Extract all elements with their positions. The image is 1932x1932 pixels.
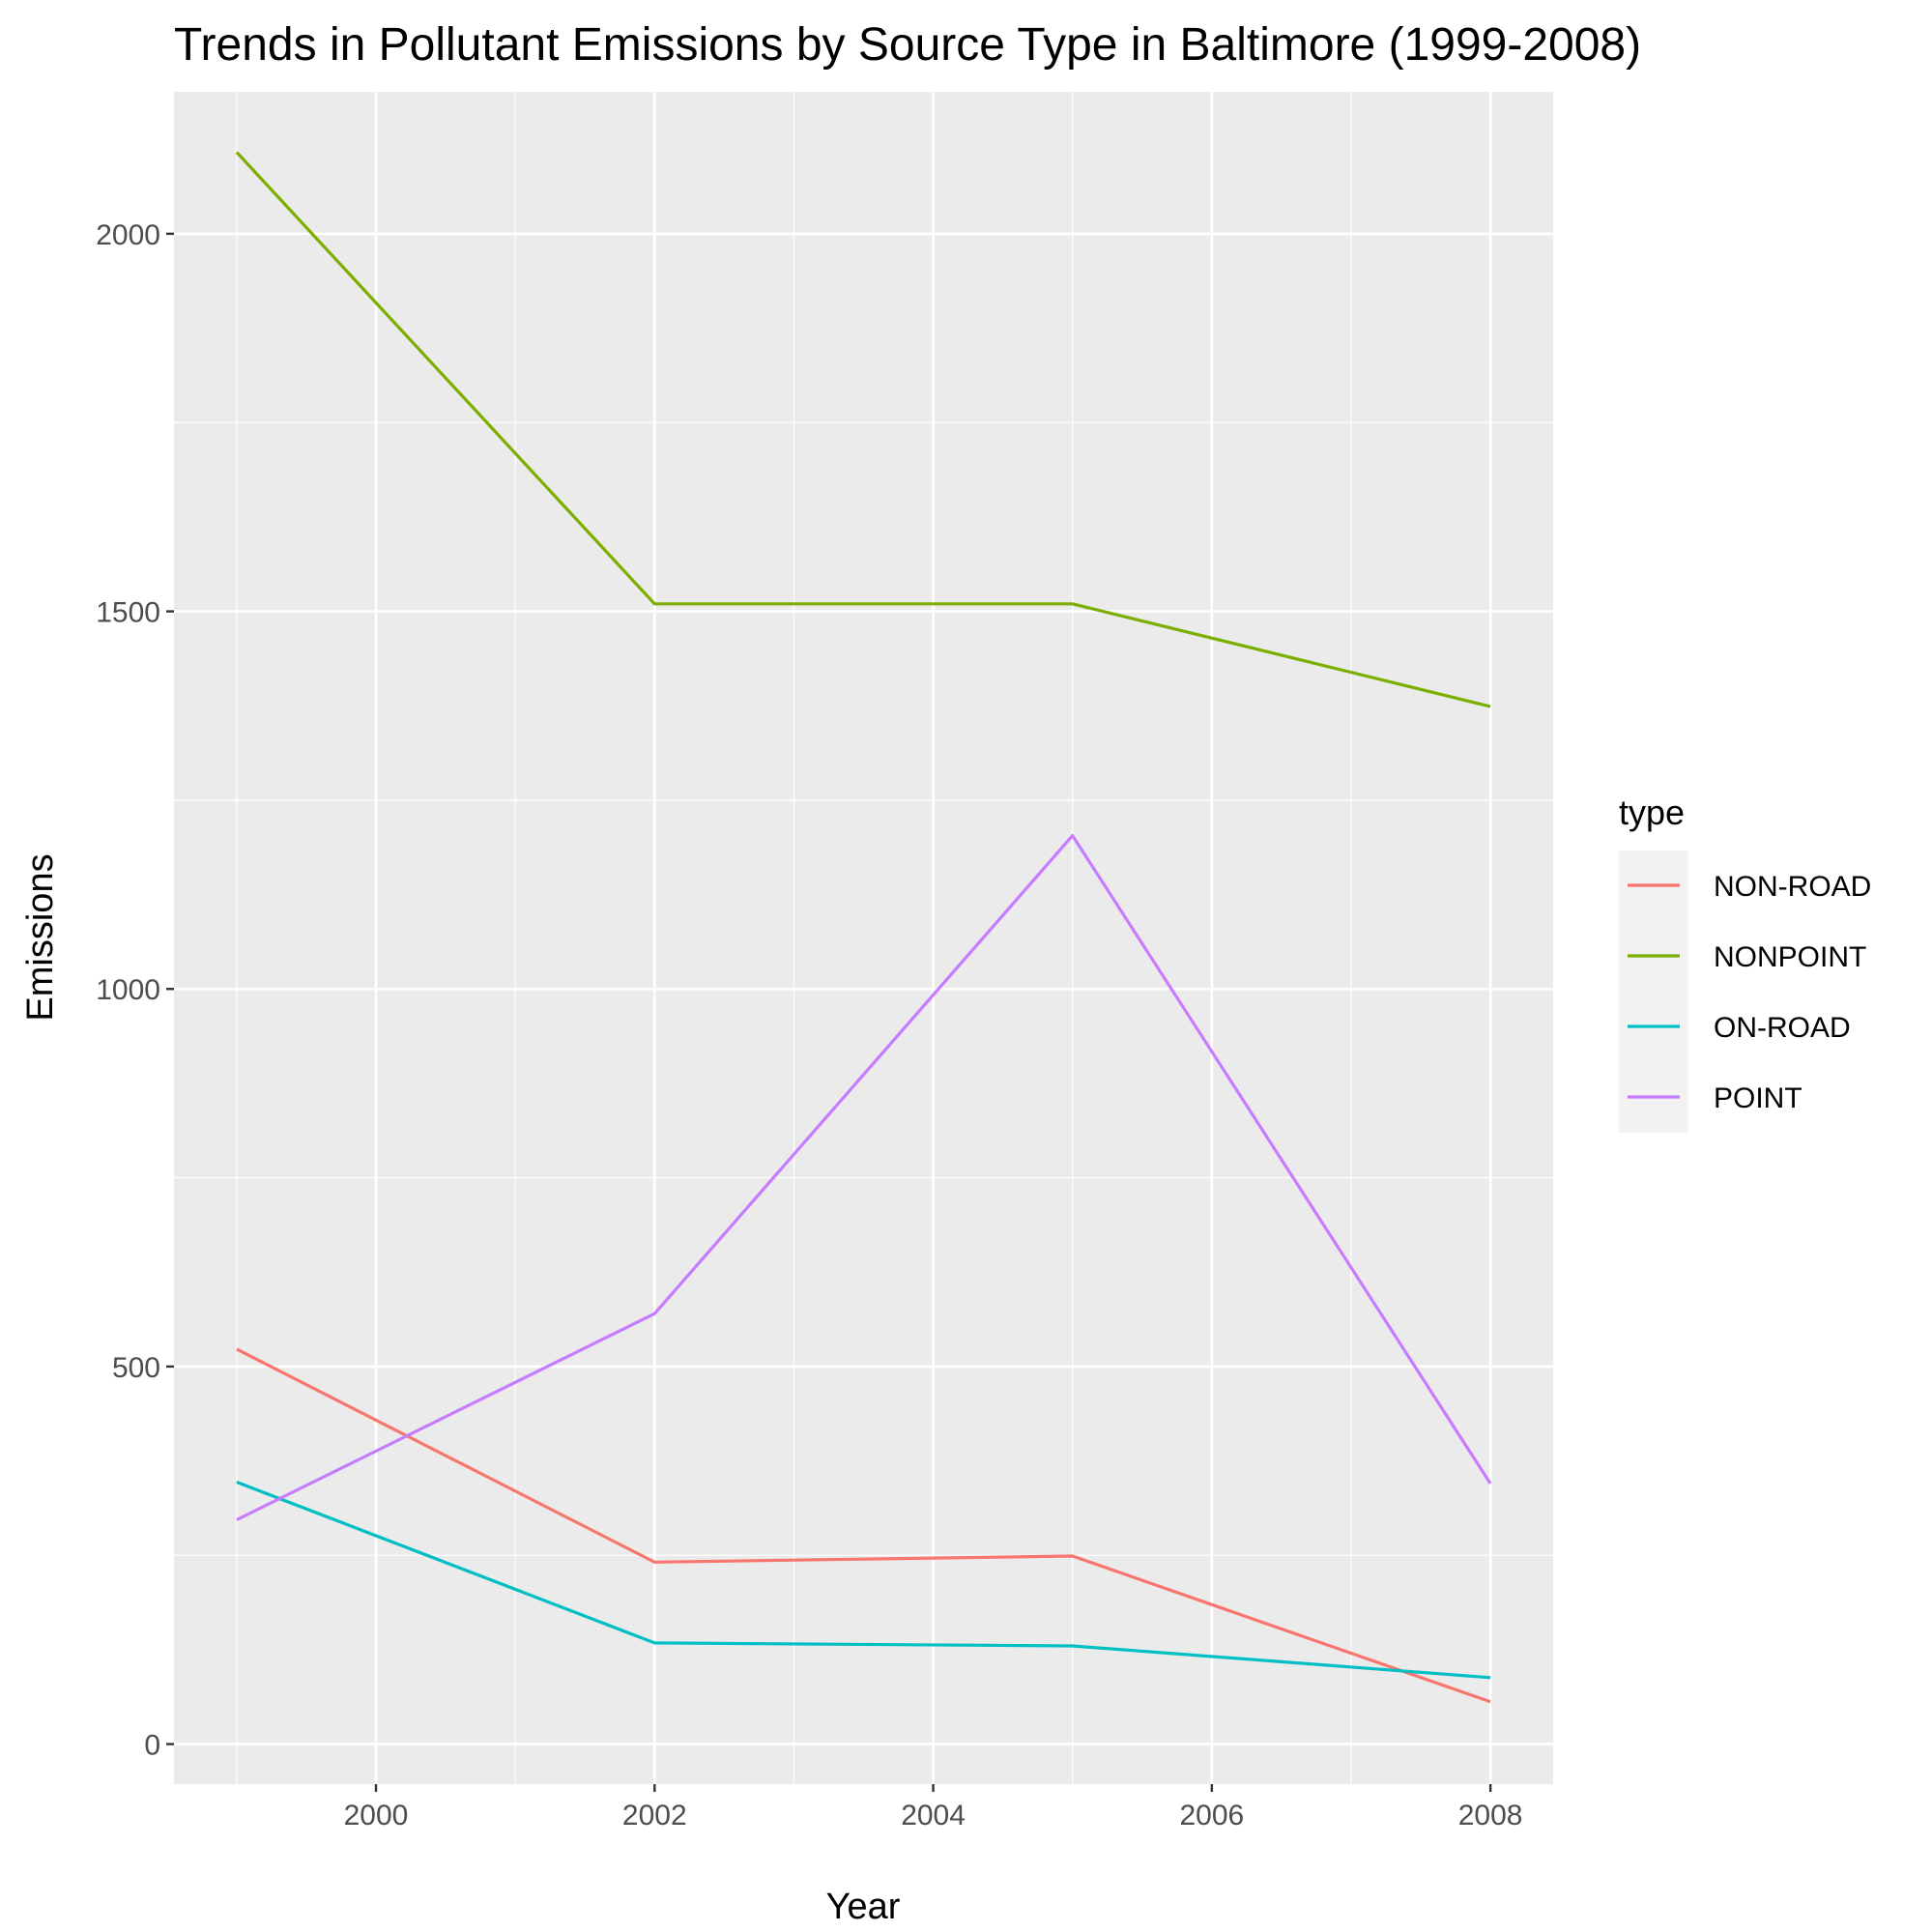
grid-major bbox=[174, 92, 1553, 1784]
series-line-non-road bbox=[236, 1347, 1491, 1704]
series-line-point bbox=[236, 833, 1492, 1521]
y-axis: 0 500 1000 1500 2000 bbox=[96, 219, 174, 1762]
chart-title: Trends in Pollutant Emissions by Source … bbox=[174, 19, 1641, 71]
x-tick-label: 2000 bbox=[344, 1800, 409, 1831]
x-tick-label: 2002 bbox=[622, 1800, 687, 1831]
y-tick-label: 500 bbox=[112, 1352, 160, 1384]
grid-minor bbox=[174, 92, 1553, 1784]
legend-items: NON-ROAD NONPOINT ON-ROAD POINT bbox=[1628, 871, 1871, 1114]
y-tick-label: 0 bbox=[144, 1730, 160, 1762]
series-lines bbox=[235, 151, 1492, 1704]
legend-label-nonpoint: NONPOINT bbox=[1714, 941, 1866, 973]
legend-label-non-road: NON-ROAD bbox=[1714, 871, 1871, 903]
series-line-on-road bbox=[236, 1481, 1491, 1680]
legend-label-on-road: ON-ROAD bbox=[1714, 1012, 1851, 1044]
x-tick-label: 2008 bbox=[1458, 1800, 1523, 1831]
x-axis-title: Year bbox=[826, 1887, 901, 1927]
x-axis: 2000 2002 2004 2006 2008 bbox=[344, 1784, 1523, 1831]
legend-title: type bbox=[1619, 793, 1685, 832]
legend-label-point: POINT bbox=[1714, 1082, 1802, 1114]
x-tick-label: 2004 bbox=[901, 1800, 966, 1831]
plot-panel bbox=[174, 92, 1553, 1784]
y-tick-label: 2000 bbox=[96, 219, 160, 251]
legend-key-background bbox=[1619, 851, 1688, 1133]
y-tick-label: 1000 bbox=[96, 974, 160, 1006]
legend: type NON-ROAD NONPOINT ON-ROAD POINT bbox=[1619, 793, 1871, 1133]
series-line-nonpoint bbox=[235, 151, 1491, 708]
y-axis-title: Emissions bbox=[20, 853, 61, 1021]
x-tick-label: 2006 bbox=[1179, 1800, 1244, 1831]
y-tick-label: 1500 bbox=[96, 597, 160, 629]
